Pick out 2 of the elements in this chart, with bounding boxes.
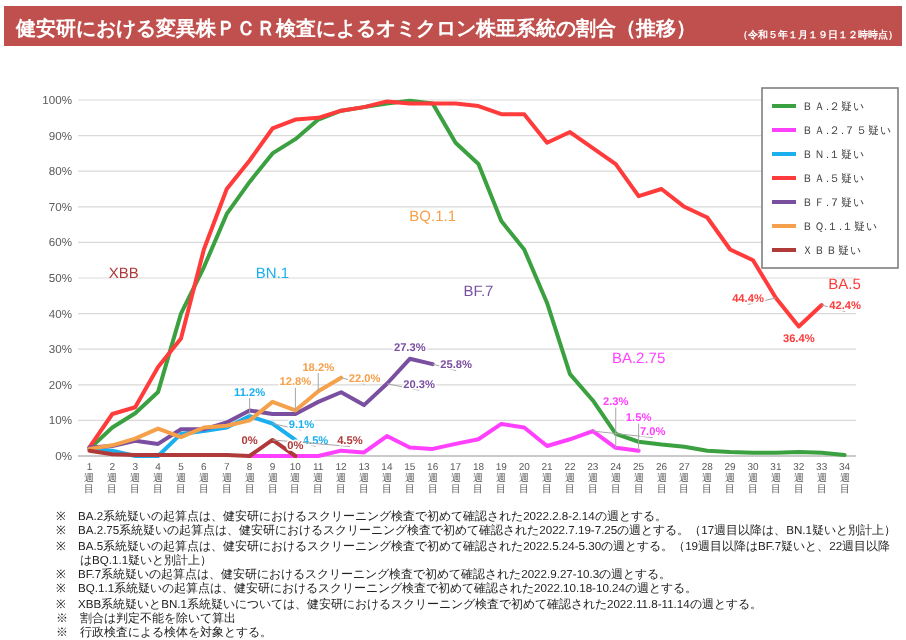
line-series <box>87 356 435 450</box>
chart-title: 健安研における変異株ＰＣＲ検査によるオミクロン株亜系統の割合（推移） <box>14 17 696 41</box>
